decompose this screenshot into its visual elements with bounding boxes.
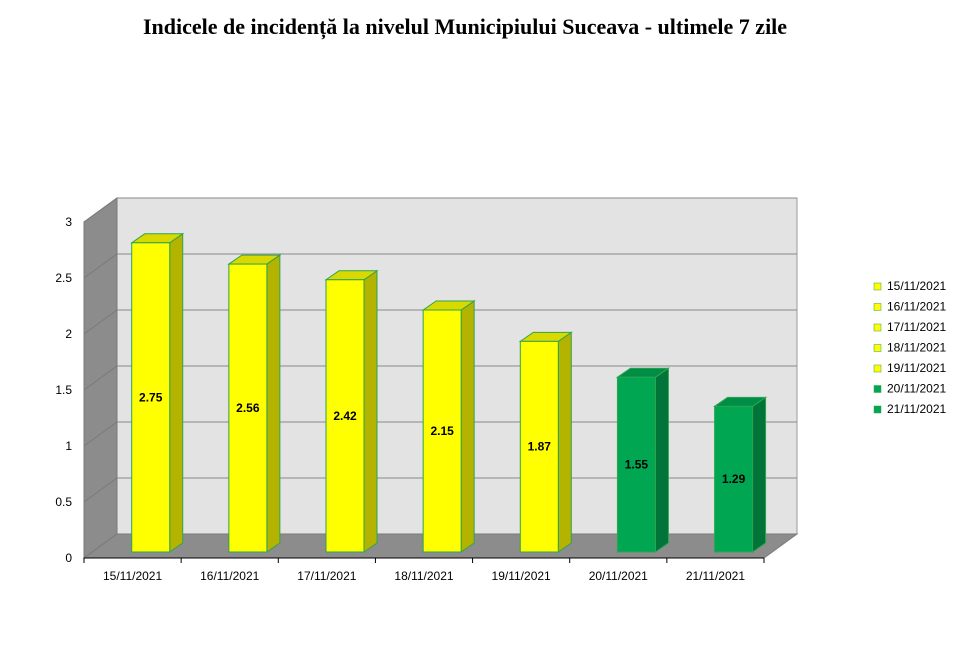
x-axis: 15/11/2021 16/11/2021 17/11/2021 18/11/2021… [83, 557, 765, 583]
legend-swatch [873, 364, 882, 373]
legend-swatch [873, 344, 882, 352]
legend-swatch [873, 405, 882, 414]
legend-item: 18/11/2021 [873, 341, 946, 355]
bar-front [228, 263, 268, 553]
bar: 2.42 [324, 269, 379, 553]
gridline-side [83, 421, 118, 447]
bar: 1.87 [518, 331, 573, 553]
bar-front [422, 309, 462, 553]
legend-label: 19/11/2021 [887, 361, 946, 375]
x-tick-label: 17/11/2021 [297, 569, 356, 583]
y-axis: 0 0.5 1 1.5 2 2.5 3 [55, 215, 72, 565]
bars: 2.75 2.56 2.42 2.15 1.87 1.55 1.29 [130, 232, 768, 553]
gridline-side [83, 197, 118, 223]
legend: 15/11/2021 16/11/2021 17/11/2021 18/11/2021… [873, 279, 946, 416]
legend-label: 16/11/2021 [887, 300, 946, 314]
bar: 2.75 [130, 232, 185, 553]
x-tick-label: 21/11/2021 [686, 569, 745, 583]
legend-label: 20/11/2021 [887, 382, 946, 396]
legend-item: 20/11/2021 [873, 382, 946, 396]
bar-side [363, 269, 378, 553]
bar-front [616, 376, 656, 553]
data-label: 1.29 [722, 472, 746, 486]
gridline-side [83, 477, 118, 503]
x-tick-label: 15/11/2021 [103, 569, 162, 583]
bar-front [325, 279, 365, 553]
data-label: 2.75 [139, 390, 163, 404]
legend-swatch [873, 385, 882, 393]
legend-item: 21/11/2021 [873, 402, 946, 416]
bar-side [460, 300, 475, 553]
bar-side [752, 396, 767, 553]
legend-label: 21/11/2021 [887, 402, 946, 416]
bar: 2.56 [227, 254, 282, 553]
legend-item: 19/11/2021 [873, 361, 946, 375]
legend-item: 15/11/2021 [873, 279, 946, 293]
data-label: 2.56 [236, 401, 260, 415]
bar-side [654, 367, 669, 553]
y-tick-label: 0.5 [55, 495, 72, 509]
x-tick-label: 19/11/2021 [492, 569, 551, 583]
data-label: 1.87 [528, 440, 552, 454]
y-tick-label: 1 [65, 439, 72, 453]
data-label: 1.55 [625, 458, 649, 472]
y-tick-label: 3 [65, 215, 72, 229]
bar-side [169, 232, 184, 553]
y-tick-label: 2 [65, 327, 72, 341]
legend-item: 17/11/2021 [873, 320, 946, 334]
legend-label: 17/11/2021 [887, 320, 946, 334]
legend-item: 16/11/2021 [873, 300, 946, 314]
bar-side [557, 331, 572, 553]
gridline-side [83, 253, 118, 279]
gridline-side [83, 365, 118, 391]
bar: 1.55 [615, 367, 671, 553]
data-label: 2.42 [333, 409, 357, 423]
legend-swatch [873, 282, 882, 291]
legend-swatch [873, 323, 882, 332]
x-tick-label: 18/11/2021 [394, 569, 453, 583]
bar-front [519, 340, 559, 553]
x-tick-label: 16/11/2021 [200, 569, 259, 583]
y-tick-label: 1.5 [55, 383, 72, 397]
bar: 1.29 [712, 396, 768, 553]
bar-front [131, 242, 171, 553]
data-label: 2.15 [430, 424, 454, 438]
x-tick-label: 20/11/2021 [589, 569, 648, 583]
y-tick-label: 2.5 [55, 271, 72, 285]
legend-label: 18/11/2021 [887, 341, 946, 355]
gridline-side [83, 309, 118, 335]
legend-label: 15/11/2021 [887, 279, 946, 293]
bar: 2.15 [421, 300, 476, 553]
y-tick-label: 0 [65, 551, 72, 565]
chart-title: Indicele de incidență la nivelul Municip… [142, 14, 788, 39]
legend-swatch [873, 303, 882, 311]
bar-side [266, 254, 281, 553]
bar-front [714, 405, 754, 553]
